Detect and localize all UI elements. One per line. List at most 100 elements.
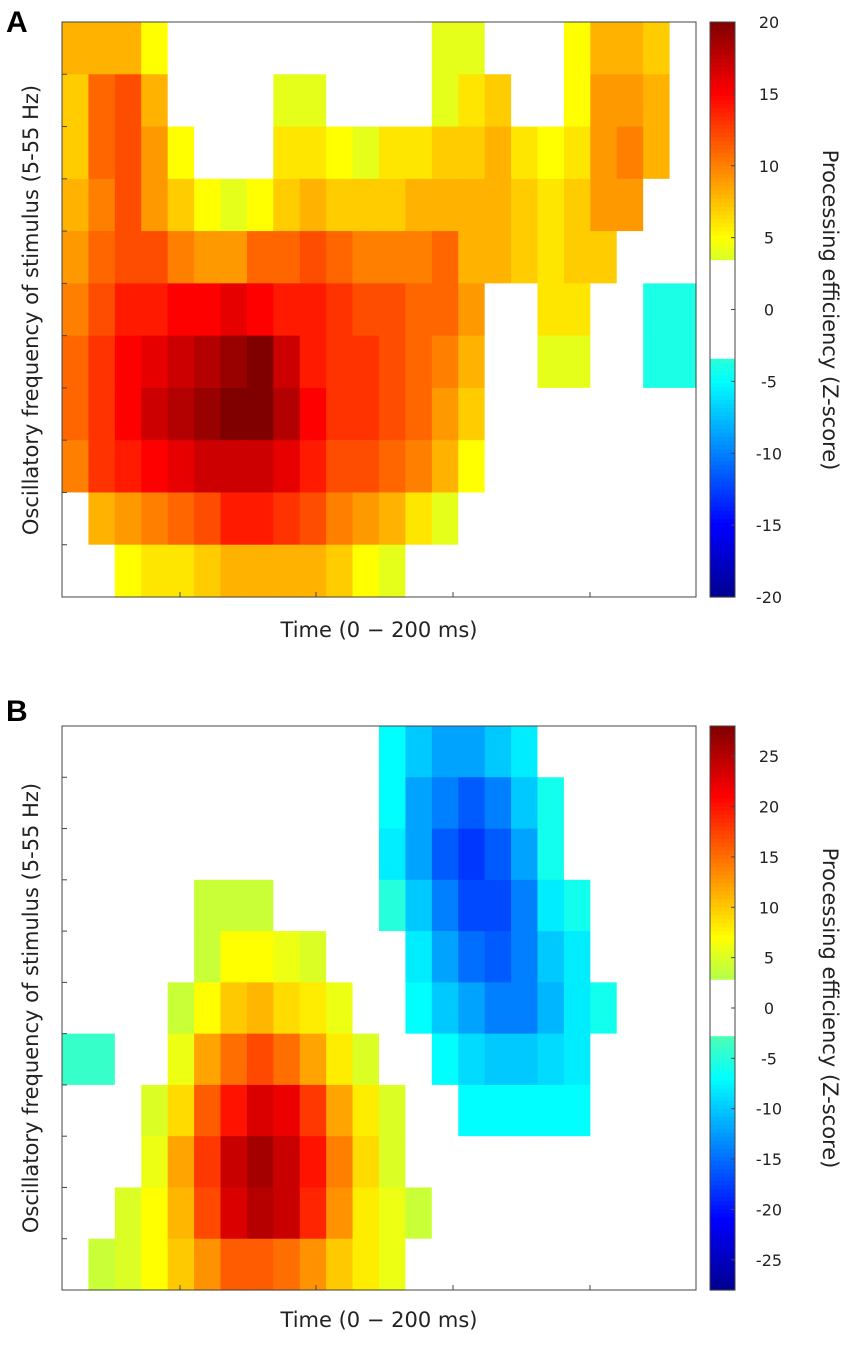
heatmap-cell xyxy=(563,126,591,180)
heatmap-cell xyxy=(405,879,433,932)
colorbar-segment xyxy=(710,999,735,1005)
heatmap-cell xyxy=(616,335,644,389)
colorbar-segment xyxy=(710,1008,735,1013)
heatmap-cell xyxy=(379,178,407,232)
heatmap-cell xyxy=(273,726,301,778)
heatmap-cell xyxy=(563,544,591,598)
heatmap-cell xyxy=(563,22,591,75)
heatmap-cell xyxy=(299,335,327,389)
colorbar-segment xyxy=(710,862,735,868)
heatmap-cell xyxy=(458,726,486,778)
heatmap-cell xyxy=(299,828,327,881)
heatmap-cell xyxy=(352,492,380,546)
heatmap-cell xyxy=(167,982,195,1035)
heatmap-cell xyxy=(379,777,407,830)
colorbar-segment xyxy=(710,1165,735,1170)
heatmap-cell xyxy=(643,982,671,1035)
heatmap-cell xyxy=(246,982,274,1035)
colorbar-segment xyxy=(710,842,735,848)
heatmap-cell xyxy=(563,1136,591,1189)
heatmap-cell xyxy=(273,828,301,881)
heatmap-cell xyxy=(405,1084,433,1137)
heatmap-cell xyxy=(88,440,116,494)
heatmap-cell xyxy=(379,74,407,128)
heatmap-cell xyxy=(299,126,327,180)
colorbar-segment xyxy=(710,746,735,751)
heatmap-cell xyxy=(511,335,539,389)
heatmap-cell xyxy=(563,387,591,441)
heatmap-cell xyxy=(114,777,142,830)
heatmap-cell xyxy=(273,387,301,441)
heatmap-cell xyxy=(326,1238,354,1291)
panel-b-x-label: Time (0 − 200 ms) xyxy=(280,1308,478,1332)
heatmap-cell xyxy=(88,335,116,389)
colorbar-tick-label: -20 xyxy=(756,1200,782,1219)
heatmap-cell xyxy=(246,1084,274,1137)
heatmap-cell xyxy=(458,231,486,284)
colorbar-segment xyxy=(710,243,735,249)
heatmap-cell xyxy=(537,335,565,389)
heatmap-cell xyxy=(590,828,618,881)
heatmap-cell xyxy=(431,1187,459,1240)
heatmap-cell xyxy=(62,931,90,983)
colorbar-segment xyxy=(710,284,735,290)
heatmap-cell xyxy=(352,1238,380,1291)
colorbar-segment xyxy=(710,403,735,409)
colorbar-segment xyxy=(710,935,735,941)
heatmap-cell xyxy=(220,982,248,1035)
panel-b: B Time (0 − 200 ms) Oscillatory frequenc… xyxy=(6,695,842,1332)
colorbar-segment xyxy=(710,1173,735,1178)
heatmap-cell xyxy=(405,387,433,441)
heatmap-cell xyxy=(246,283,274,337)
heatmap-cell xyxy=(458,1033,486,1086)
heatmap-cell xyxy=(563,1033,591,1086)
colorbar-segment xyxy=(710,778,735,783)
heatmap-cell xyxy=(273,74,301,128)
colorbar-segment xyxy=(710,790,735,796)
heatmap-cell xyxy=(590,492,618,546)
colorbar-segment xyxy=(710,34,735,40)
colorbar-segment xyxy=(710,580,735,586)
heatmap-cell xyxy=(405,1238,433,1291)
colorbar-segment xyxy=(710,1068,735,1074)
colorbar-segment xyxy=(710,1281,735,1287)
panel-b-letter: B xyxy=(6,695,28,728)
heatmap-cell xyxy=(643,231,671,284)
heatmap-cell xyxy=(326,726,354,778)
colorbar-segment xyxy=(710,1128,735,1134)
heatmap-cell xyxy=(246,879,274,932)
colorbar-segment xyxy=(710,531,735,536)
heatmap-cell xyxy=(88,1187,116,1240)
colorbar-segment xyxy=(710,1149,735,1154)
colorbar-segment xyxy=(710,301,735,306)
colorbar-segment xyxy=(710,802,735,808)
heatmap-cell xyxy=(326,1084,354,1137)
colorbar-segment xyxy=(710,342,735,348)
heatmap-cell xyxy=(537,931,565,983)
colorbar-segment xyxy=(710,206,735,212)
heatmap-cell xyxy=(563,1084,591,1137)
colorbar-segment xyxy=(710,26,735,31)
heatmap-cell xyxy=(352,126,380,180)
heatmap-cell xyxy=(167,1136,195,1189)
heatmap-cell xyxy=(220,1238,248,1291)
heatmap-cell xyxy=(643,440,671,494)
colorbar-segment xyxy=(710,325,735,331)
colorbar-segment xyxy=(710,967,735,973)
heatmap-cell xyxy=(114,231,142,284)
colorbar-segment xyxy=(710,810,735,816)
panel-a-heatmap xyxy=(62,22,697,598)
heatmap-cell xyxy=(431,1136,459,1189)
colorbar-segment xyxy=(710,1072,735,1078)
heatmap-cell xyxy=(484,74,512,128)
heatmap-cell xyxy=(62,982,90,1035)
colorbar-segment xyxy=(710,1273,735,1279)
colorbar-segment xyxy=(710,362,735,368)
heatmap-cell xyxy=(62,283,90,337)
heatmap-cell xyxy=(379,931,407,983)
colorbar-segment xyxy=(710,786,735,792)
colorbar-segment xyxy=(710,473,735,479)
heatmap-cell xyxy=(537,726,565,778)
colorbar-segment xyxy=(710,280,735,286)
colorbar-segment xyxy=(710,338,735,343)
